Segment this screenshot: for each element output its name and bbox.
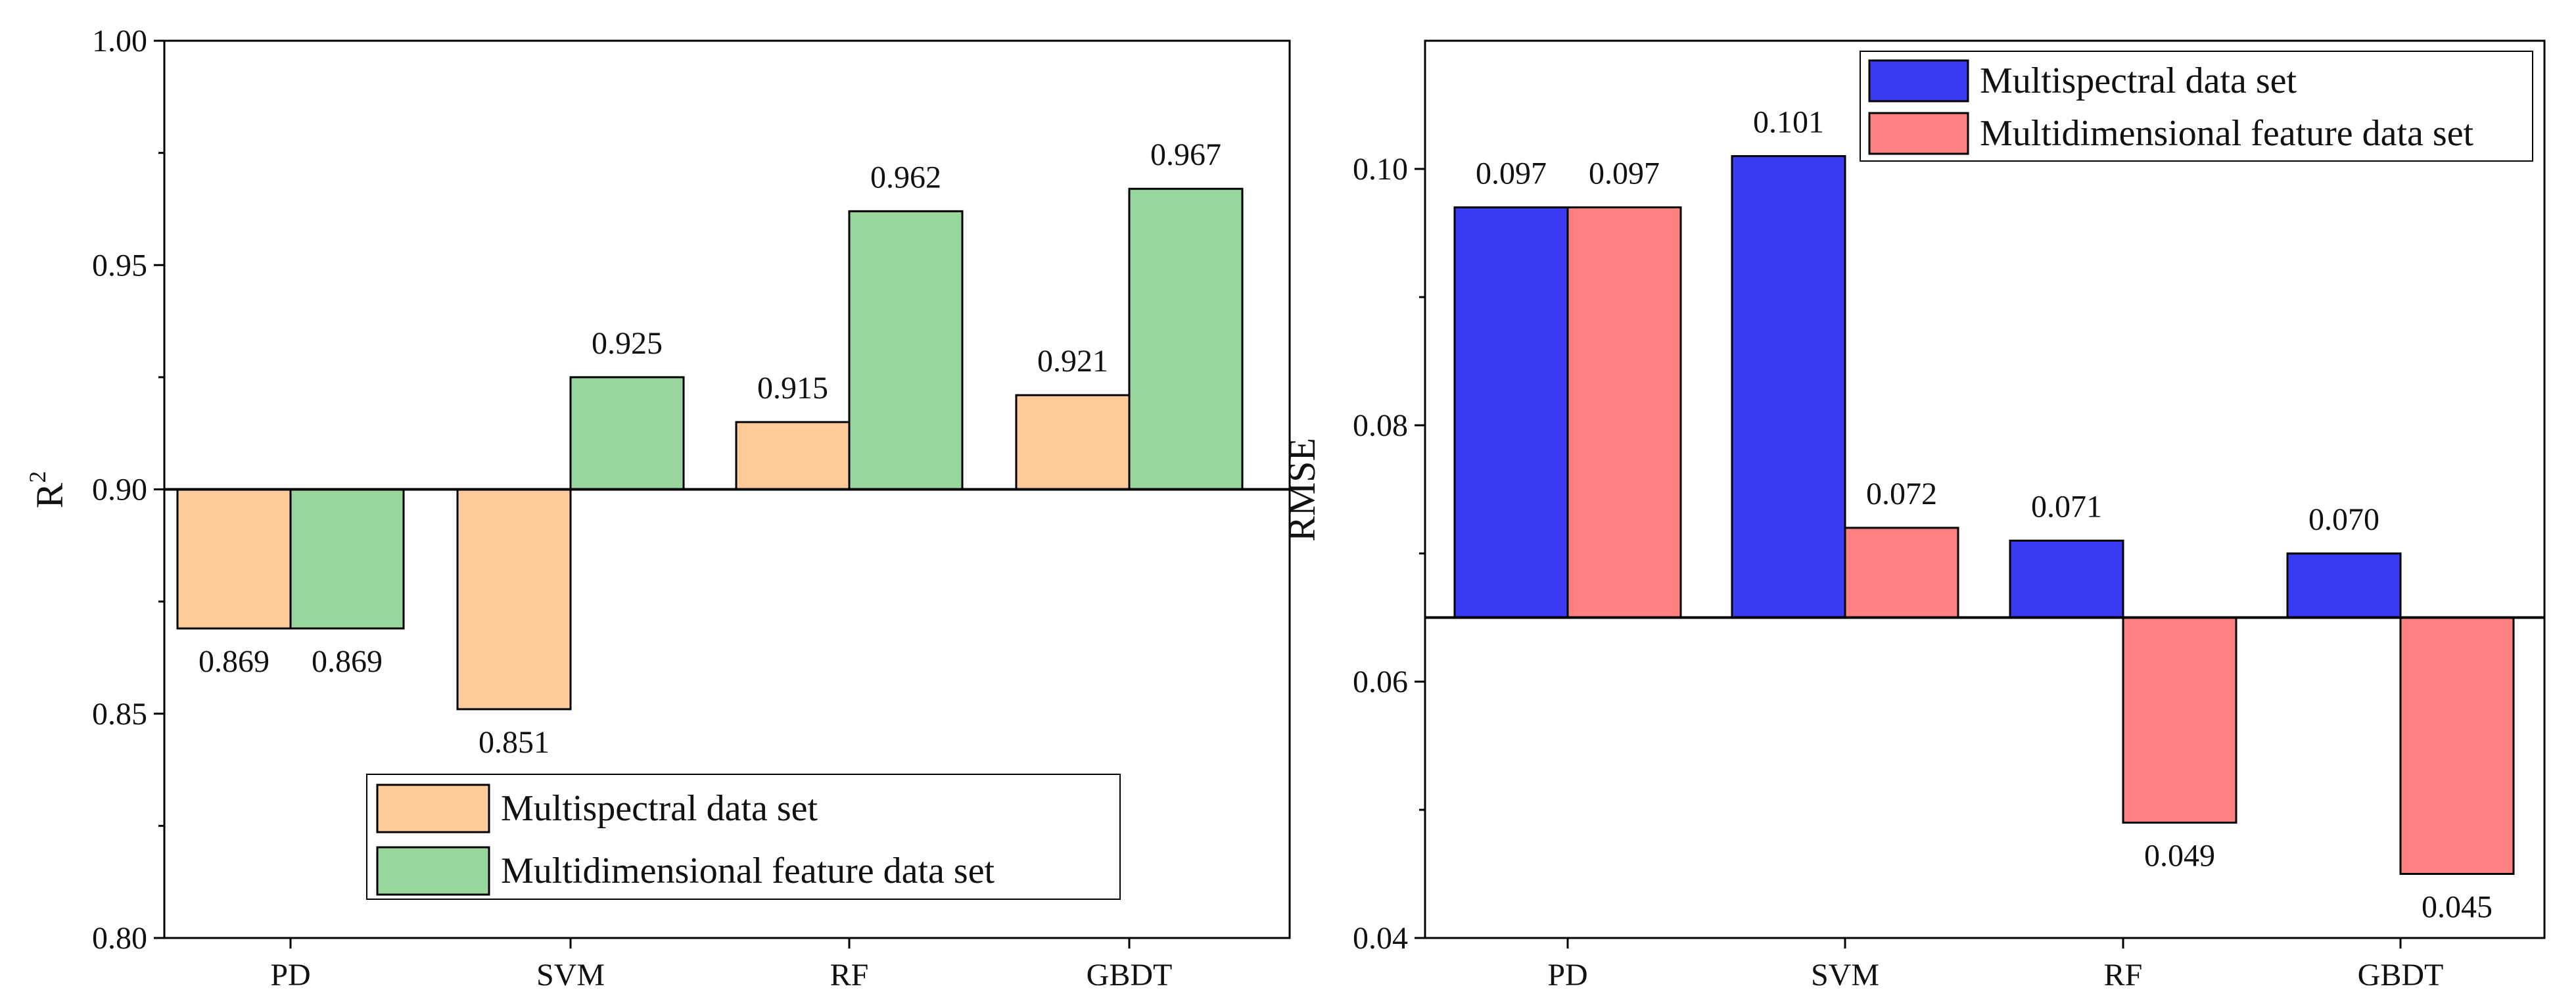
data-label: 0.915 <box>757 371 828 406</box>
legend-swatch-s1 <box>1868 112 1969 155</box>
y-axis-title-main: RMSE <box>1280 438 1323 542</box>
data-label: 0.962 <box>870 160 941 195</box>
r2-chart: 0.80 0.85 0.90 0.95 1.00 0.869 0.869 PD 0.851 0.9… <box>24 24 1291 993</box>
y-tick-label: 0.85 <box>92 697 147 732</box>
y-tick-label: 0.90 <box>92 473 147 507</box>
legend-label-s0: Multispectral data set <box>1980 60 2297 101</box>
y-tick-label: 0.08 <box>1353 408 1408 443</box>
data-label: 0.072 <box>1866 477 1937 511</box>
x-tick-label: GBDT <box>2358 958 2444 993</box>
data-label: 0.097 <box>1589 156 1660 191</box>
bar-rmse-rf-s1 <box>2122 617 2237 824</box>
x-tick-label: GBDT <box>1087 958 1173 993</box>
legend-swatch-s0 <box>1868 59 1969 103</box>
x-tick-label: SVM <box>1811 958 1879 993</box>
y-tick-label: 0.04 <box>1353 921 1408 956</box>
x-tick-label: PD <box>270 958 310 993</box>
bar-rmse-gbdt-s1 <box>2399 617 2515 875</box>
data-label: 0.097 <box>1476 156 1547 191</box>
data-label: 0.045 <box>2422 890 2493 925</box>
rmse-chart: 0.04 0.06 0.08 0.10 0.097 0.097 PD 0.101 0.072 SV… <box>1280 39 2546 993</box>
legend-label-s1: Multidimensional feature data set <box>1980 113 2474 154</box>
data-label: 0.869 <box>199 644 269 679</box>
legend-label-s0: Multispectral data set <box>501 788 818 829</box>
legend-label-s1: Multidimensional feature data set <box>501 851 995 891</box>
data-label: 0.071 <box>2031 490 2102 525</box>
data-label: 0.851 <box>479 725 550 760</box>
data-label: 0.070 <box>2308 502 2379 537</box>
data-label: 0.967 <box>1150 137 1221 172</box>
bar-r2-pd-s1 <box>289 488 405 630</box>
bar-rmse-svm-s0 <box>1731 155 1846 619</box>
data-label: 0.869 <box>312 644 383 679</box>
bar-r2-gbdt-s1 <box>1128 187 1244 490</box>
y-tick-label: 0.10 <box>1353 152 1408 187</box>
data-label: 0.921 <box>1037 344 1108 379</box>
x-tick-label: SVM <box>536 958 605 993</box>
bar-r2-gbdt-s0 <box>1015 394 1131 490</box>
y-axis-title: R2 <box>24 471 71 509</box>
bar-r2-pd-s0 <box>176 488 292 630</box>
bar-r2-rf-s0 <box>735 421 851 490</box>
bar-rmse-pd-s0 <box>1453 206 1569 619</box>
legend-swatch-s1 <box>376 846 490 896</box>
bar-r2-svm-s0 <box>456 488 572 711</box>
bar-r2-svm-s1 <box>569 376 685 490</box>
bar-r2-rf-s1 <box>848 210 964 490</box>
y-tick-label: 0.06 <box>1353 665 1408 699</box>
x-tick-label: PD <box>1547 958 1587 993</box>
y-axis-title-superscript: 2 <box>24 471 51 483</box>
plot-frame <box>1424 39 2546 939</box>
legend-box <box>1860 51 2533 162</box>
x-tick-label: RF <box>2104 958 2143 993</box>
data-label: 0.925 <box>592 326 663 361</box>
y-tick-label: 0.80 <box>92 921 147 956</box>
data-label: 0.101 <box>1753 105 1824 140</box>
legend-box <box>366 774 1121 900</box>
legend-swatch-s0 <box>376 784 490 833</box>
y-tick-label: 1.00 <box>92 24 147 59</box>
y-axis-title: RMSE <box>1280 438 1323 542</box>
bar-rmse-gbdt-s0 <box>2286 552 2402 619</box>
y-axis-title-main: R <box>28 482 71 508</box>
data-label: 0.049 <box>2144 839 2215 874</box>
bar-rmse-rf-s0 <box>2009 540 2124 619</box>
x-tick-label: RF <box>830 958 869 993</box>
bar-rmse-pd-s1 <box>1566 206 1682 619</box>
bar-rmse-svm-s1 <box>1844 527 1959 619</box>
y-tick-label: 0.95 <box>92 248 147 283</box>
